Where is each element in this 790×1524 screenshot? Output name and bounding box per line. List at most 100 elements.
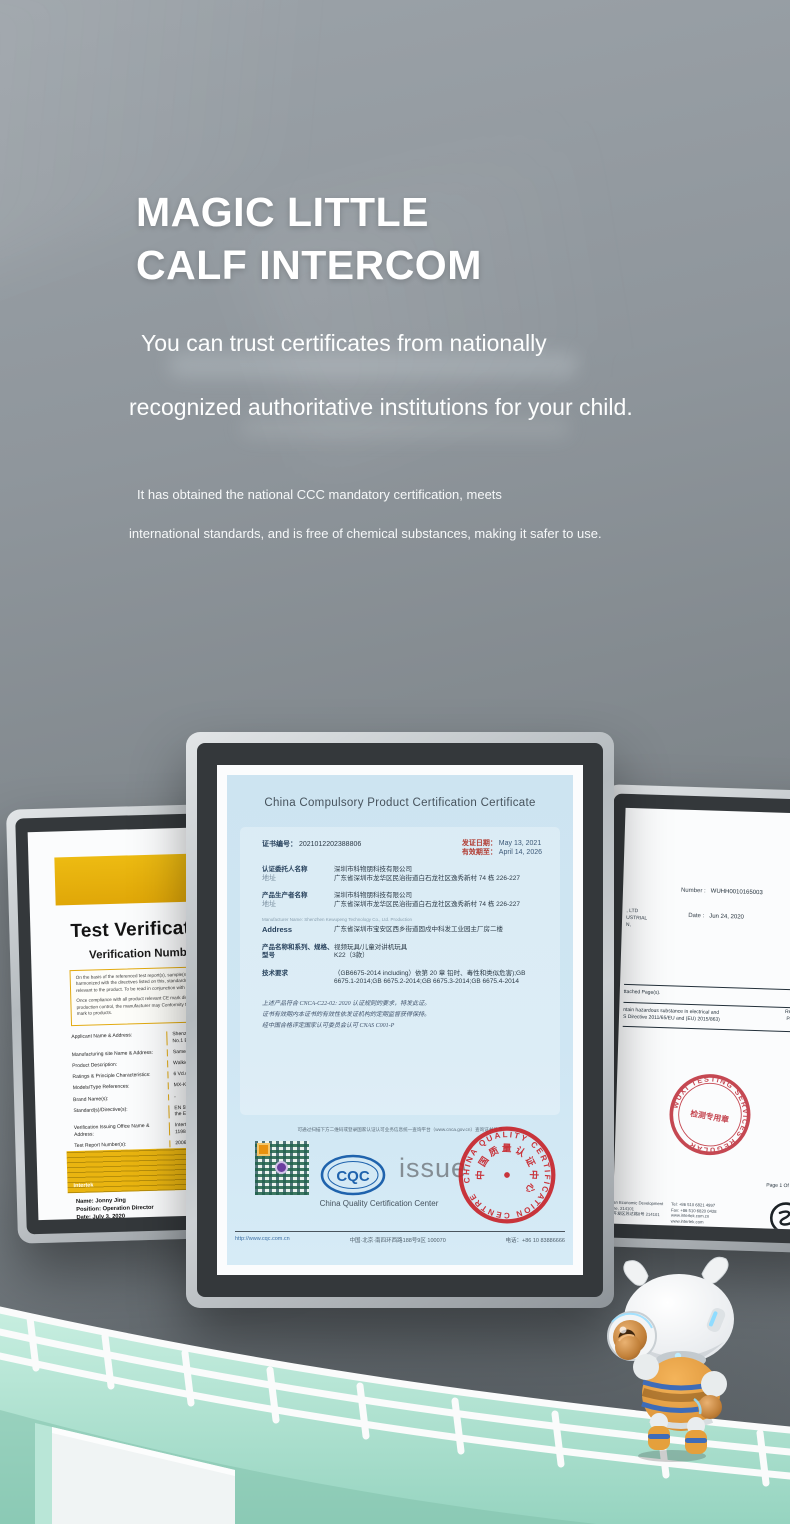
robot-horn-right [701,1256,729,1284]
certificate-body: China Compulsory Product Certification C… [227,775,573,1265]
note-line-1: It has obtained the national CCC mandato… [137,487,502,502]
cqc-logo-text: CQC [336,1168,370,1185]
valid-until-value: April 14, 2026 [498,849,542,856]
stamp-inner-text: 检测专用章 [690,1108,730,1125]
field-label: Models/Type References: [72,1082,169,1093]
ccc-footer: http://www.cqc.com.cn 中国·北京·南四环西路188号9区 … [235,1236,565,1244]
issue-date-label: 发证日期： [461,840,497,847]
footer-address: 中国·北京·南四环西路188号9区 100070 [349,1238,446,1244]
railing [0,1306,790,1487]
robot-shoulder-right [701,1371,727,1397]
field-label: Standard(s)/Directive(s): [73,1104,170,1121]
robot-calf-mascot [607,1256,734,1462]
producer-label: 产品生产者名称 地址 [262,892,334,909]
applicant-label: 认证委托人名称 地址 [262,866,334,883]
certificate-dates: 发证日期： May 13, 2021 有效期至： April 14, 2026 [462,839,542,857]
manufacturer-english-note: Manufacturer Name: Shenzhen Kewupeng Tec… [262,917,413,922]
certificate-mat: China Compulsory Product Certification C… [197,743,603,1297]
field-label: Ratings & Principle Characteristics: [72,1071,169,1081]
qr-orange-square [257,1143,270,1156]
product-row: 产品名称和系列、规格、型号 视频玩具/儿童对讲机玩具 K22（3款） [262,944,542,961]
cert-no-label: 证书编号： [262,841,297,848]
applicant-value: 深圳市科物朋科技有限公司 广东省深圳市龙华区民治街道白石龙社区逸秀新村 74 栋… [334,866,520,883]
page-indicator: Page 1 Of 17 [766,1182,790,1190]
right-cert-footer: an Economic Development ne, 214101 开发区苏达… [613,1200,717,1226]
blur-reflection [168,352,578,378]
result-badge: Result Pass [785,1009,790,1022]
result-label: Result [784,1008,790,1016]
valid-until-label: 有效期至： [461,849,497,856]
certificate-number-row: 证书编号： 2021012202388806 发证日期： May 13, 202… [262,839,542,857]
field-label: Brand Name(s): [73,1093,170,1104]
qr-code [255,1141,309,1195]
intertek-circle-logo [769,1202,790,1231]
field-label: Manufacturing site Name & Address: [71,1049,168,1059]
compliance-line: 证书有效期内本证书的有效性依发证机构的定期监督获得保持。 [262,1011,431,1018]
certificate-paper: China Compulsory Product Certification C… [217,765,583,1275]
product-name: 视频玩具/儿童对讲机玩具 [334,943,408,951]
page-title: MAGIC LITTLE CALF INTERCOM [136,186,482,292]
ccc-fields-panel: 证书编号： 2021012202388806 发证日期： May 13, 202… [240,827,560,1115]
footer-line: 开发区苏达路8号 214101 [612,1210,660,1218]
applicant-address: 广东省深圳市龙华区民治街道白石龙社区逸秀新村 74 栋 226-227 [334,874,521,882]
clipped-line: N, [625,921,631,929]
robot-fist-left [615,1334,641,1360]
robot-fist-right [698,1395,722,1419]
qr-purple-dot [275,1161,288,1174]
field-label: Product Description: [72,1060,169,1070]
platform-top [52,1427,235,1524]
attached-note: ttached Page(s). [623,988,661,997]
note-line-2: international standards, and is free of … [129,526,602,541]
footer-phone: 电话：+86 10 83886666 [505,1238,565,1244]
field-label: Applicant Name & Address: [71,1031,168,1048]
date-value: Jun 24, 2020 [709,913,745,921]
date-label: Date : [688,912,705,920]
hazard-note: ntain hazardous substance in electrical … [623,1007,753,1025]
certificate-ccc: China Compulsory Product Certification C… [186,732,614,1308]
footer-address-block: an Economic Development ne, 214101 开发区苏达… [613,1200,664,1224]
clipped-company-text: , LTD USTRIAL N, [626,908,648,930]
applicant-name: 深圳市科物朋科技有限公司 [334,866,412,873]
producer-label-cn: 产品生产者名称 [262,892,308,899]
certificate-number: 证书编号： 2021012202388806 [262,839,361,857]
robot-horn-left [623,1260,649,1286]
address-value: 广东省深圳市宝安区西乡街道固戍中科发工业园主厂房二楼 [334,926,503,933]
cqc-org-name: China Quality Certification Center [319,1199,439,1208]
cqc-logo: CQC [320,1154,386,1196]
producer-address: 广东省深圳市龙华区民治街道白石龙社区逸秀新村 74 栋 226-227 [334,900,521,908]
producer-row: 产品生产者名称 地址 深圳市科物朋科技有限公司 广东省深圳市龙华区民治街道白石龙… [262,892,542,909]
qr-query-note: 可通过扫描下方二维码或登录国家认证认可业务信息统一查询平台（www.cnca.g… [297,1127,503,1132]
certificate-mat: Test Verification Verification Number: O… [15,811,277,1235]
tech-value: （GB6675-2014 including）依第 20 章 铅时、毒性和类似危… [334,969,526,986]
product-label: 产品名称和系列、规格、型号 [262,943,334,960]
intertek-wordmark: Intertek [73,1182,94,1190]
compliance-line: 经中国合格评定国家认可委员会认可 CNAS C001-P [262,1022,395,1029]
title-line-1: MAGIC LITTLE [136,189,429,235]
issue-word: issue [399,1153,468,1183]
ccc-title: China Compulsory Product Certification C… [264,797,536,809]
certificate-paper: Number : WUHH0010165003 , LTD USTRIAL N,… [612,807,790,1231]
certificate-paper: Test Verification Verification Number: O… [27,825,265,1221]
rule-line [622,1025,790,1033]
subtitle-line-1: You can trust certificates from national… [141,330,547,356]
product-value: 视频玩具/儿童对讲机玩具 K22（3款） [334,944,407,961]
certificate-mat: Number : WUHH0010165003 , LTD USTRIAL N,… [600,793,790,1245]
footer-url: http://www.cqc.com.cn [235,1236,290,1242]
footer-rule [235,1231,565,1232]
footer-contact-block: Tel: +86 510 6821 4997 Fax: +86 510 6820… [671,1201,717,1225]
product-model: K22（3款） [334,952,369,959]
blur-reflection [240,418,570,438]
intertek-red-stamp: WUXI TESTING SERVICES REGULAR 检测专用章 [663,1068,756,1161]
tech-label: 技术要求 [262,969,288,977]
applicant-addr-label: 地址 [262,874,276,882]
compliance-line: 上述产品符合 CNCA-C22-02: 2020 认证规则的要求，特发此证。 [262,1000,431,1007]
compliance-statement: 上述产品符合 CNCA-C22-02: 2020 认证规则的要求，特发此证。 证… [262,999,542,1032]
producer-value: 深圳市科物朋科技有限公司 广东省深圳市龙华区民治街道白石龙社区逸秀新村 74 栋… [334,892,520,909]
number-label: Number : [680,887,706,895]
producer-name: 深圳市科物朋科技有限公司 [334,892,412,899]
producer-addr-label: 地址 [262,900,276,908]
cqc-red-stamp: CHINA QUALITY CERTIFICATION CENTRE 中国质量认… [454,1122,561,1229]
tech-row: 技术要求 （GB6675-2014 including）依第 20 章 铅时、毒… [262,970,542,987]
address-label: Address [262,925,293,934]
